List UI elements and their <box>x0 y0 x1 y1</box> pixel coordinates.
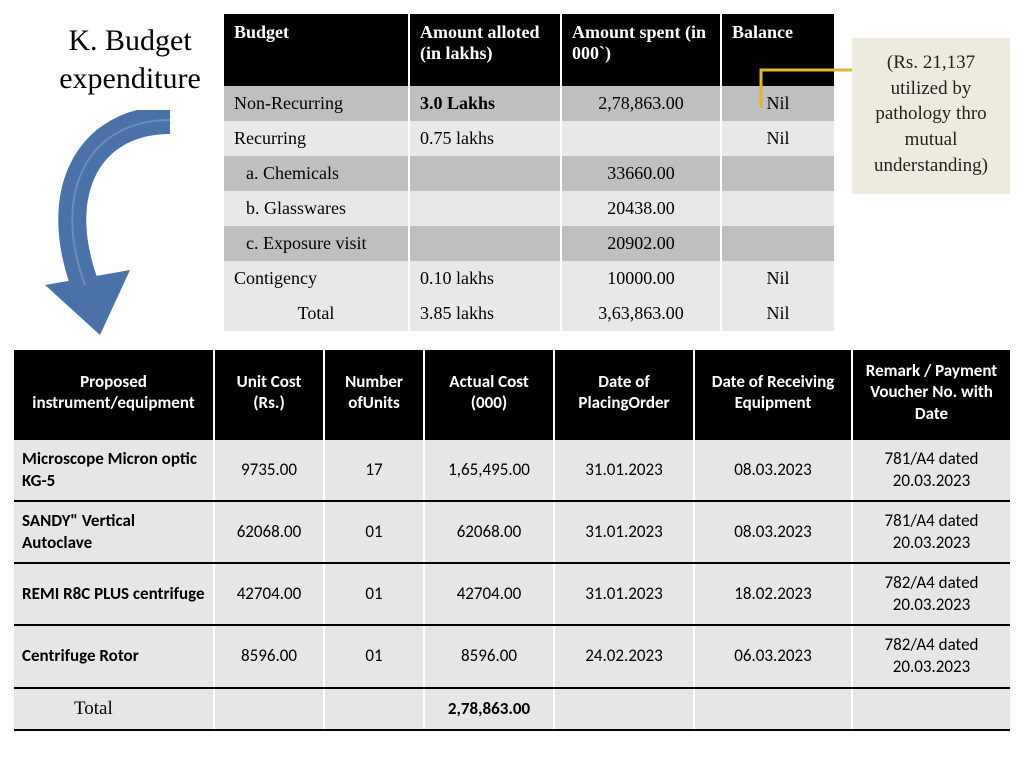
equip-row: Centrifuge Rotor8596.00018596.0024.02.20… <box>14 625 1010 687</box>
equip-cell: Centrifuge Rotor <box>14 625 214 687</box>
equip-total-row: Total 2,78,863.00 <box>14 688 1010 731</box>
equip-cell: 31.01.2023 <box>554 563 694 625</box>
equip-cell: 18.02.2023 <box>694 563 852 625</box>
budget-row: a. Chemicals 33660.00 <box>224 156 834 191</box>
equip-header-cell: Actual Cost (000) <box>424 350 554 440</box>
budget-cell <box>409 226 561 261</box>
budget-total-row: Total3.85 lakhs3,63,863.00Nil <box>224 296 834 331</box>
equip-cell: 782/A4 dated 20.03.2023 <box>852 625 1010 687</box>
equip-cell: 24.02.2023 <box>554 625 694 687</box>
equip-cell: 06.03.2023 <box>694 625 852 687</box>
equip-header-cell: Remark / Payment Voucher No. with Date <box>852 350 1010 440</box>
equip-cell: SANDY" Vertical Autoclave <box>14 501 214 563</box>
budget-cell: 3.0 Lakhs <box>409 86 561 121</box>
equip-row: SANDY" Vertical Autoclave62068.000162068… <box>14 501 1010 563</box>
budget-row: b. Glasswares 20438.00 <box>224 191 834 226</box>
equip-cell: 62068.00 <box>214 501 324 563</box>
equip-cell: 31.01.2023 <box>554 440 694 501</box>
equip-cell <box>214 688 324 731</box>
equip-cell: 8596.00 <box>424 625 554 687</box>
equip-cell: 01 <box>324 625 424 687</box>
equip-cell: Total <box>14 688 214 731</box>
budget-cell <box>561 121 721 156</box>
budget-cell <box>721 191 834 226</box>
budget-cell: Recurring <box>224 121 409 156</box>
budget-cell: 20438.00 <box>561 191 721 226</box>
equip-header-cell: Date of PlacingOrder <box>554 350 694 440</box>
equip-cell: 42704.00 <box>214 563 324 625</box>
budget-header-cell: Amount alloted (in lakhs) <box>409 14 561 86</box>
curved-arrow-icon <box>30 110 210 340</box>
equip-cell: 17 <box>324 440 424 501</box>
equip-row: REMI R8C PLUS centrifuge42704.000142704.… <box>14 563 1010 625</box>
equip-cell: 62068.00 <box>424 501 554 563</box>
budget-cell: Nil <box>721 121 834 156</box>
equip-cell: 42704.00 <box>424 563 554 625</box>
budget-cell: 33660.00 <box>561 156 721 191</box>
budget-cell: Contigency <box>224 261 409 296</box>
equip-cell: REMI R8C PLUS centrifuge <box>14 563 214 625</box>
callout-note: (Rs. 21,137 utilized by pathology thro m… <box>852 38 1010 194</box>
budget-cell: b. Glasswares <box>224 191 409 226</box>
equip-cell: 782/A4 dated 20.03.2023 <box>852 563 1010 625</box>
budget-header-cell: Budget <box>224 14 409 86</box>
equip-cell <box>324 688 424 731</box>
budget-cell: 10000.00 <box>561 261 721 296</box>
equip-header-cell: Number ofUnits <box>324 350 424 440</box>
budget-row: Recurring0.75 lakhs Nil <box>224 121 834 156</box>
equip-cell: 08.03.2023 <box>694 440 852 501</box>
equip-cell: 781/A4 dated 20.03.2023 <box>852 501 1010 563</box>
equip-header-cell: Date of Receiving Equipment <box>694 350 852 440</box>
budget-cell: Total <box>224 296 409 331</box>
budget-header-cell: Balance <box>721 14 834 86</box>
equip-cell: 9735.00 <box>214 440 324 501</box>
equip-cell: 01 <box>324 501 424 563</box>
equip-cell: 781/A4 dated 20.03.2023 <box>852 440 1010 501</box>
equip-cell <box>554 688 694 731</box>
equip-header-cell: Proposed instrument/equipment <box>14 350 214 440</box>
equip-cell: 2,78,863.00 <box>424 688 554 731</box>
budget-cell: c. Exposure visit <box>224 226 409 261</box>
equip-cell <box>852 688 1010 731</box>
budget-cell <box>721 156 834 191</box>
budget-table: BudgetAmount alloted (in lakhs)Amount sp… <box>224 14 834 331</box>
budget-cell: Nil <box>721 296 834 331</box>
budget-cell <box>409 191 561 226</box>
equip-cell <box>694 688 852 731</box>
budget-cell: 3.85 lakhs <box>409 296 561 331</box>
budget-cell: a. Chemicals <box>224 156 409 191</box>
equip-cell: Microscope Micron optic KG-5 <box>14 440 214 501</box>
page-title: K. Budget expenditure <box>30 22 230 97</box>
equip-cell: 31.01.2023 <box>554 501 694 563</box>
budget-header-cell: Amount spent (in 000`) <box>561 14 721 86</box>
budget-row: Non-Recurring3.0 Lakhs2,78,863.00Nil <box>224 86 834 121</box>
budget-cell: 3,63,863.00 <box>561 296 721 331</box>
budget-cell <box>409 156 561 191</box>
budget-cell: 0.10 lakhs <box>409 261 561 296</box>
budget-cell: Non-Recurring <box>224 86 409 121</box>
equip-cell: 08.03.2023 <box>694 501 852 563</box>
equip-cell: 8596.00 <box>214 625 324 687</box>
budget-row: c. Exposure visit 20902.00 <box>224 226 834 261</box>
budget-cell: 20902.00 <box>561 226 721 261</box>
equip-header-cell: Unit Cost (Rs.) <box>214 350 324 440</box>
budget-cell: 0.75 lakhs <box>409 121 561 156</box>
budget-cell: Nil <box>721 261 834 296</box>
equip-row: Microscope Micron optic KG-59735.00171,6… <box>14 440 1010 501</box>
equipment-table: Proposed instrument/equipmentUnit Cost (… <box>14 350 1010 731</box>
equip-cell: 1,65,495.00 <box>424 440 554 501</box>
budget-cell: 2,78,863.00 <box>561 86 721 121</box>
budget-cell <box>721 226 834 261</box>
budget-row: Contigency0.10 lakhs10000.00Nil <box>224 261 834 296</box>
equip-cell: 01 <box>324 563 424 625</box>
budget-cell: Nil <box>721 86 834 121</box>
